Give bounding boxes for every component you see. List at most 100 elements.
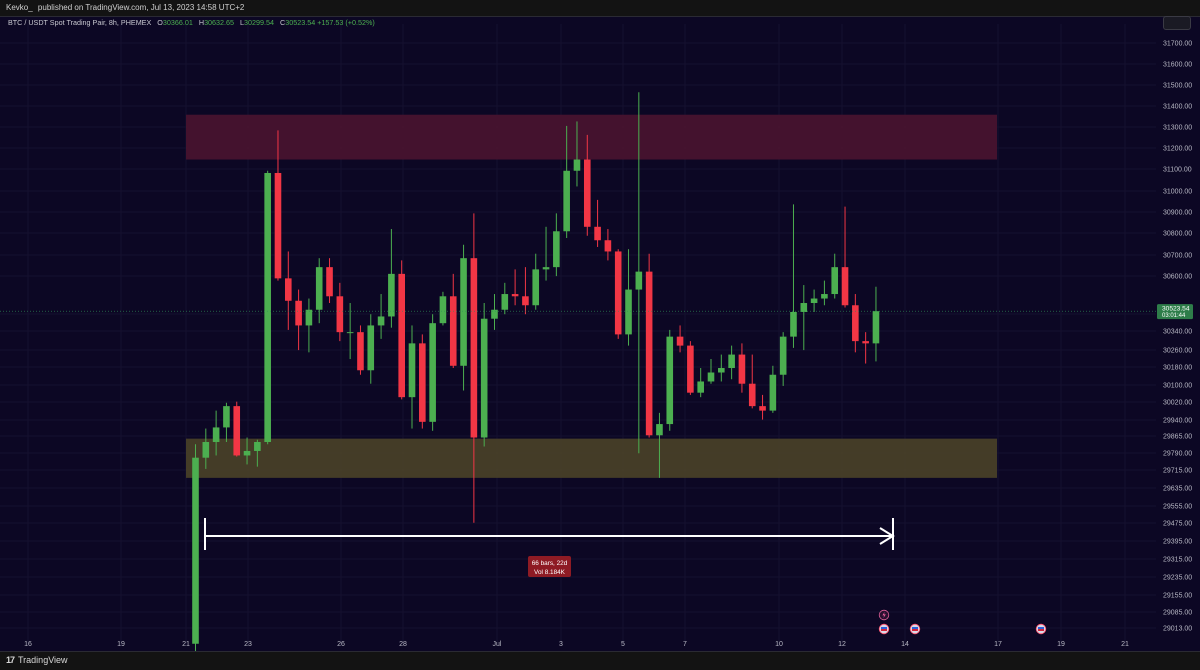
candle-bear[interactable] — [470, 258, 478, 438]
candle-bear[interactable] — [738, 354, 746, 384]
demand-zone[interactable] — [186, 438, 997, 478]
candle-bull[interactable] — [212, 427, 220, 442]
candle-bull[interactable] — [460, 258, 467, 366]
candle-bear[interactable] — [284, 278, 292, 301]
candle-bear[interactable] — [295, 300, 302, 326]
candle-bull[interactable] — [408, 343, 416, 398]
candle-bear[interactable] — [398, 273, 405, 398]
y-tick-label: 29155.00 — [1163, 593, 1192, 600]
candle-bear[interactable] — [233, 406, 241, 456]
candle-bear[interactable] — [511, 294, 519, 297]
candle-bear[interactable] — [522, 296, 529, 306]
candle-bull[interactable] — [367, 325, 375, 371]
y-tick-label: 29715.00 — [1163, 468, 1192, 475]
tradingview-brand[interactable]: 17 TradingView — [6, 655, 68, 665]
candle-bull[interactable] — [790, 311, 797, 337]
candle-bull[interactable] — [872, 311, 880, 344]
candle-bull[interactable] — [666, 336, 674, 425]
candle-bear[interactable] — [748, 383, 756, 407]
candle-bull[interactable] — [305, 309, 313, 326]
y-tick-label: 29865.00 — [1163, 434, 1192, 441]
close-label: C — [280, 18, 286, 27]
candle-bull[interactable] — [635, 271, 643, 290]
candle-bull[interactable] — [553, 231, 560, 268]
supply-zone[interactable] — [186, 114, 997, 160]
candle-bull[interactable] — [223, 406, 230, 428]
candle-bear[interactable] — [604, 240, 612, 252]
candle-bull[interactable] — [779, 336, 787, 375]
candle-bull[interactable] — [243, 450, 251, 456]
candle-bear[interactable] — [274, 172, 282, 279]
candle-bull[interactable] — [810, 298, 818, 304]
y-tick-label: 29940.00 — [1163, 418, 1192, 425]
author-name[interactable]: Kevko_ — [6, 3, 33, 12]
candle-bull[interactable] — [480, 318, 488, 438]
candle-bull[interactable] — [429, 323, 436, 422]
candle-bull[interactable] — [439, 296, 447, 324]
chart-settings-button[interactable] — [1163, 16, 1191, 30]
candle-bull[interactable] — [532, 269, 540, 306]
x-tick-label: Jul — [493, 641, 502, 648]
candle-bull[interactable] — [821, 294, 828, 299]
x-tick-label: 28 — [399, 641, 407, 648]
candle-bear[interactable] — [449, 296, 457, 366]
symbol-description[interactable]: BTC / USDT Spot Trading Pair, 8h, PHEMEX — [8, 18, 152, 27]
symbol-legend: BTC / USDT Spot Trading Pair, 8h, PHEMEX… — [8, 18, 375, 27]
candle-bull[interactable] — [542, 267, 550, 270]
candle-bear[interactable] — [676, 336, 684, 346]
candle-bear[interactable] — [594, 226, 601, 241]
candle-bull[interactable] — [563, 170, 570, 232]
candle-bear[interactable] — [862, 341, 869, 344]
candle-bear[interactable] — [583, 159, 591, 227]
x-tick-label: 21 — [1121, 641, 1129, 648]
candle-bull[interactable] — [573, 159, 581, 171]
candle-bull[interactable] — [264, 172, 271, 442]
candle-bear[interactable] — [841, 267, 849, 306]
candle-bear[interactable] — [614, 251, 622, 335]
y-tick-label: 29235.00 — [1163, 575, 1192, 582]
flag-stripe — [881, 629, 887, 631]
candle-bull[interactable] — [728, 354, 735, 369]
candle-bear[interactable] — [759, 406, 766, 411]
flag-stripe — [1038, 627, 1044, 629]
candle-bull[interactable] — [254, 442, 261, 451]
y-tick-label: 31000.00 — [1163, 189, 1192, 196]
candle-bull[interactable] — [831, 267, 839, 295]
y-tick-label: 31300.00 — [1163, 125, 1192, 132]
candle-bear[interactable] — [645, 271, 653, 436]
candle-bull[interactable] — [501, 294, 509, 310]
measure-label-box — [528, 556, 571, 577]
candle-bear[interactable] — [357, 332, 364, 371]
flag-stripe — [912, 629, 918, 631]
candle-bear[interactable] — [336, 296, 344, 333]
close-value: 30523.54 — [285, 18, 316, 27]
candle-bear[interactable] — [419, 343, 426, 422]
flag-stripe — [881, 627, 887, 629]
x-tick-label: 10 — [775, 641, 783, 648]
candle-bear[interactable] — [852, 305, 859, 342]
candle-bull[interactable] — [697, 381, 704, 393]
y-tick-label: 30180.00 — [1163, 365, 1192, 372]
candle-bull[interactable] — [656, 424, 663, 436]
y-tick-label: 30260.00 — [1163, 348, 1192, 355]
x-tick-label: 21 — [182, 641, 190, 648]
candle-bull[interactable] — [192, 457, 199, 644]
y-tick-label: 31500.00 — [1163, 83, 1192, 90]
candle-bear[interactable] — [326, 267, 333, 297]
low-value: 30299.54 — [244, 18, 275, 27]
y-tick-label: 31700.00 — [1163, 41, 1192, 48]
candle-bull[interactable] — [769, 374, 777, 411]
candle-bear[interactable] — [687, 345, 694, 393]
candle-bull[interactable] — [800, 303, 808, 312]
x-tick-label: 14 — [901, 641, 909, 648]
candle-bull[interactable] — [388, 273, 395, 317]
candle-bull[interactable] — [625, 289, 632, 335]
candle-bull[interactable] — [315, 267, 323, 310]
candle-bull[interactable] — [377, 316, 385, 326]
candle-bull[interactable] — [718, 368, 725, 373]
candle-bull[interactable] — [491, 309, 498, 319]
candle-bull[interactable] — [346, 332, 354, 334]
candle-bull[interactable] — [202, 442, 210, 458]
candle-bull[interactable] — [707, 372, 715, 382]
